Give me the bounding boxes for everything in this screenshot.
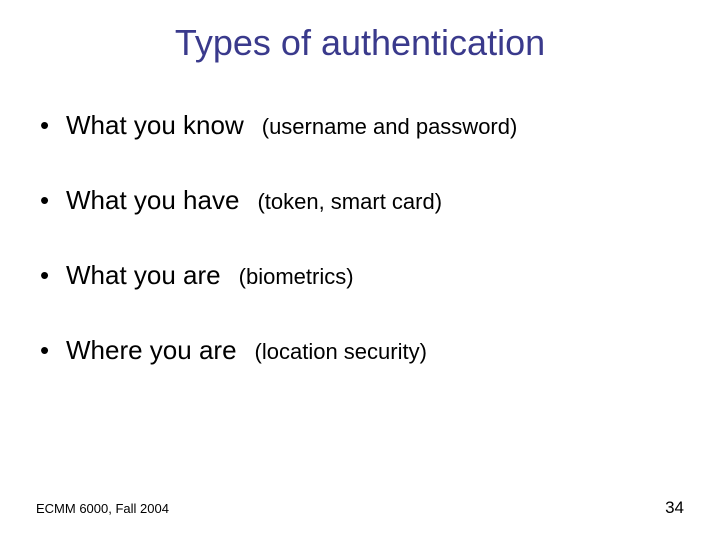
bullet-main-text: What you know [66, 110, 244, 141]
bullet-list: • What you know (username and password) … [40, 110, 680, 410]
bullet-desc-text: (token, smart card) [257, 189, 442, 215]
slide-title: Types of authentication [0, 22, 720, 64]
list-item: • What you have (token, smart card) [40, 185, 680, 216]
list-item: • What you are (biometrics) [40, 260, 680, 291]
bullet-desc-text: (location security) [255, 339, 427, 365]
bullet-icon: • [40, 337, 66, 363]
bullet-icon: • [40, 112, 66, 138]
bullet-desc-text: (username and password) [262, 114, 518, 140]
slide-number: 34 [665, 498, 684, 518]
slide: Types of authentication • What you know … [0, 0, 720, 540]
bullet-icon: • [40, 187, 66, 213]
bullet-main-text: What you have [66, 185, 239, 216]
bullet-icon: • [40, 262, 66, 288]
footer-course-label: ECMM 6000, Fall 2004 [36, 501, 169, 516]
list-item: • What you know (username and password) [40, 110, 680, 141]
bullet-desc-text: (biometrics) [239, 264, 354, 290]
list-item: • Where you are (location security) [40, 335, 680, 366]
bullet-main-text: What you are [66, 260, 221, 291]
bullet-main-text: Where you are [66, 335, 237, 366]
